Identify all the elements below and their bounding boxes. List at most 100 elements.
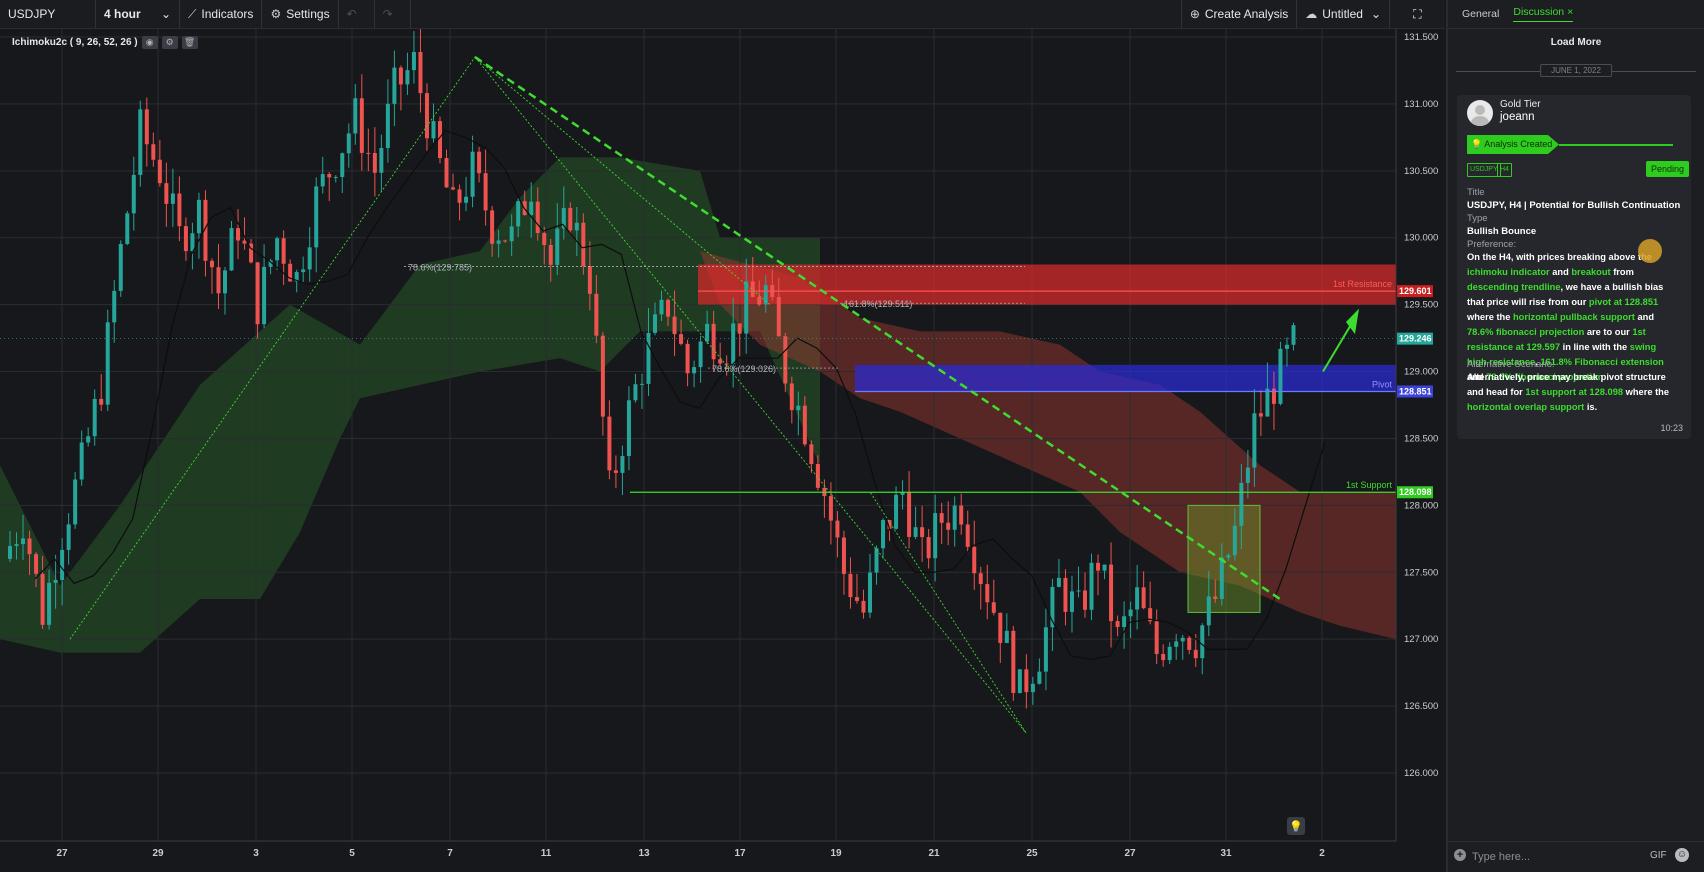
preference-segment: 161.8% Fibonacci extension [1540, 357, 1664, 367]
chart-canvas[interactable]: 78.6%(129.785) 161.8%(129.511) 78.6%(129.0… [0, 29, 1445, 872]
emoji-icon[interactable]: ☺ [1675, 848, 1689, 862]
alternative-segment: 1st support at 128.098 [1525, 387, 1624, 397]
candle-body [398, 67, 403, 85]
fib-label: 78.6%(129.785) [408, 262, 472, 272]
candle-body [359, 98, 364, 153]
candle-body [868, 572, 872, 613]
candle-body [249, 243, 254, 263]
candle-body [1206, 596, 1211, 626]
candle-body [242, 240, 247, 244]
candle-body [483, 173, 488, 211]
price-tag [1397, 285, 1433, 298]
bullish-arrow-head [1346, 308, 1359, 335]
analysis-post-card: Gold Tier joeann 💡 Analysis Created USDJ… [1457, 95, 1691, 439]
redo-button[interactable]: ↷ [375, 0, 411, 28]
candle-body [835, 520, 840, 538]
x-tick-label: 29 [152, 848, 164, 859]
candle-body [594, 293, 599, 336]
candle-body [99, 398, 104, 405]
alternative-segment: where the [1623, 387, 1670, 397]
symbol-tag: USDJPY [1467, 163, 1501, 177]
gif-button[interactable]: GIF [1650, 850, 1667, 861]
candle-body [223, 270, 227, 294]
price-tag [1397, 385, 1433, 398]
ichimoku-cloud-bearish [700, 251, 1396, 640]
preference-segment: swing high resistance [1467, 342, 1657, 367]
candle-body [1069, 591, 1074, 612]
username[interactable]: joeann [1500, 111, 1535, 123]
eye-icon[interactable]: ◉ [141, 36, 158, 49]
add-attachment-icon[interactable]: + [1454, 849, 1466, 861]
candle-body [444, 158, 449, 188]
candle-body [411, 52, 416, 71]
resistance-zone [698, 264, 1396, 305]
preference-segment: and [1634, 312, 1655, 322]
x-tick-label: 31 [1220, 848, 1232, 859]
y-tick-label: 130.000 [1404, 233, 1438, 244]
gear-icon[interactable]: ⚙ [161, 36, 178, 49]
avatar[interactable] [1467, 100, 1493, 126]
candle-body [496, 240, 501, 244]
status-badge: 💡 Analysis Created [1467, 135, 1559, 154]
candle-body [340, 153, 345, 177]
timeframe-dropdown[interactable]: 4 hour ⌄ [96, 0, 180, 28]
preference-segment: in line with the [1560, 342, 1630, 352]
indicators-button[interactable]: ⟋ Indicators [180, 0, 263, 28]
candle-body [1017, 669, 1022, 693]
chart-toolbar: USDJPY 4 hour ⌄ ⟋ Indicators ⚙ Settings … [0, 0, 1445, 29]
candle-body [783, 336, 788, 384]
y-tick-label: 129.000 [1404, 367, 1438, 378]
candle-body [346, 133, 351, 154]
y-tick-label: 127.000 [1404, 634, 1438, 645]
preference-segment: descending trendline [1467, 282, 1561, 292]
preference-segment: ichimoku indicator [1467, 267, 1550, 277]
candle-body [190, 233, 195, 252]
candle-body [144, 109, 149, 145]
candle-body [926, 537, 931, 559]
create-analysis-label: Create Analysis [1204, 7, 1289, 21]
candle-body [157, 159, 162, 184]
lightbulb-icon[interactable]: 💡 [1287, 817, 1305, 835]
chevron-down-icon: ⌄ [160, 7, 171, 21]
x-tick-label: 27 [1124, 848, 1136, 859]
close-icon[interactable]: × [1567, 6, 1574, 18]
candle-body [1115, 621, 1120, 627]
trash-icon[interactable]: 🗑 [181, 36, 198, 49]
post-type: Bullish Bounce [1467, 226, 1537, 237]
candle-body [327, 174, 332, 178]
tab-general[interactable]: General [1462, 8, 1500, 20]
price-tag [1397, 486, 1433, 499]
y-tick-label: 128.500 [1404, 433, 1438, 444]
candle-body [275, 238, 280, 261]
candle-body [353, 98, 358, 134]
level-label: 1st Support [1346, 480, 1393, 490]
candle-body [164, 183, 169, 204]
candle-body [1056, 577, 1061, 587]
tab-discussion[interactable]: Discussion × [1513, 6, 1574, 22]
price-tag [1397, 332, 1433, 345]
settings-button[interactable]: ⚙ Settings [262, 0, 339, 28]
alternative-segment: is. [1584, 402, 1598, 412]
candle-body [1037, 671, 1042, 684]
load-more-button[interactable]: Load More [1550, 37, 1602, 48]
message-input[interactable] [1470, 847, 1634, 867]
candle-body [170, 193, 175, 204]
create-analysis-button[interactable]: ⊕ Create Analysis [1180, 0, 1296, 28]
price-chart[interactable]: 78.6%(129.785) 161.8%(129.511) 78.6%(129.0… [0, 29, 1445, 872]
undo-button[interactable]: ↶ [339, 0, 375, 28]
candle-body [1252, 413, 1257, 468]
candle-body [548, 244, 553, 265]
candle-body [79, 442, 84, 480]
alternative-label: Alternative Scenario: [1467, 359, 1555, 370]
chevron-down-icon: ⌄ [1370, 7, 1381, 21]
candle-body [639, 383, 644, 385]
candle-body [626, 400, 631, 457]
symbol-selector[interactable]: USDJPY [0, 0, 96, 28]
fullscreen-button[interactable]: ⛶ [1389, 0, 1445, 28]
candle-body [203, 199, 208, 261]
candle-body [1193, 649, 1198, 659]
preference-segment: horizontal pullback support [1512, 312, 1635, 322]
candle-body [1122, 616, 1127, 627]
candle-body [698, 341, 703, 368]
layout-dropdown[interactable]: ☁ Untitled ⌄ [1296, 0, 1389, 28]
